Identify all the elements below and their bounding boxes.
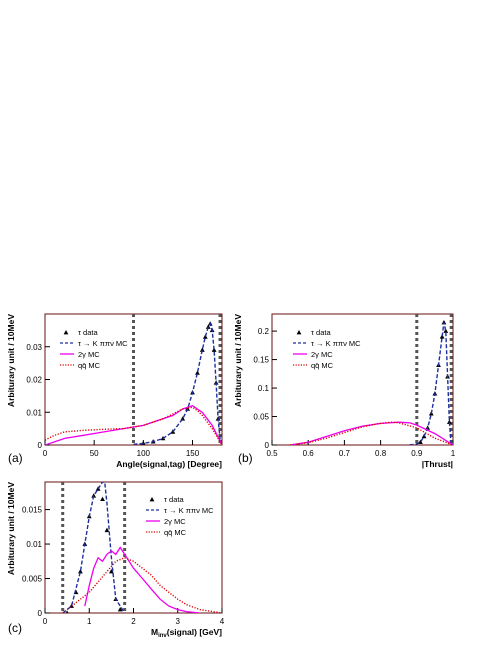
x-tick-label: 1 xyxy=(87,617,92,626)
y-axis-label: Arbiturary unit / 10MeV xyxy=(233,314,243,407)
y-tick-label: 0.1 xyxy=(258,384,270,393)
x-tick-label: 0.8 xyxy=(375,449,387,458)
series-line xyxy=(84,546,200,613)
y-tick-label: 0.05 xyxy=(253,413,269,422)
panel-label: (b) xyxy=(238,451,253,465)
y-tick-label: 0.2 xyxy=(258,327,270,336)
legend-label: τ → K ππν MC xyxy=(311,339,361,348)
y-tick-label: 0.01 xyxy=(26,540,42,549)
data-point xyxy=(117,606,123,612)
legend: τ data τ → K ππν MC 2γ MC qq̄ MC xyxy=(60,328,128,370)
y-tick-label: 0.015 xyxy=(22,506,43,515)
series-line xyxy=(62,482,126,613)
legend-label: τ → K ππν MC xyxy=(78,339,128,348)
data-point xyxy=(91,493,97,498)
legend-marker xyxy=(149,497,155,502)
x-tick-label: 3 xyxy=(176,617,181,626)
legend-label: 2γ MC xyxy=(164,517,186,526)
series-line xyxy=(290,421,453,445)
legend-label: τ data xyxy=(311,328,331,337)
legend-label: qq̄ MC xyxy=(311,361,334,370)
x-tick-label: 0 xyxy=(43,449,48,458)
x-axis-label: Angle(signal,tag) [Degree] xyxy=(116,459,222,469)
legend: τ data τ → K ππν MC 2γ MC qq̄ MC xyxy=(146,495,214,537)
legend-label: 2γ MC xyxy=(78,350,100,359)
data-point xyxy=(100,496,105,502)
x-tick-label: 0.5 xyxy=(266,449,278,458)
x-tick-label: 0.6 xyxy=(303,449,315,458)
data-point xyxy=(202,334,208,339)
legend-marker xyxy=(63,330,69,335)
y-axis-label: Arbiturary unit / 10MeV xyxy=(6,482,16,575)
series-group xyxy=(45,321,222,445)
legend-label: τ data xyxy=(78,328,98,337)
data-point xyxy=(441,319,447,325)
chart-panel-1: 0 50 100 150 0 0.01 0.02 0.03 τ data τ → K ππν MC… xyxy=(6,313,223,469)
data-point xyxy=(195,370,200,375)
y-tick-label: 0 xyxy=(38,441,43,450)
plot-frame xyxy=(271,313,454,446)
chart-panel-3: 0 1 2 3 4 0 0.005 0.01 0.015 τ data τ → K ππν MC 2γ… xyxy=(6,481,225,639)
data-point xyxy=(443,328,449,333)
chart-panel-2: 0.5 0.6 0.7 0.8 0.9 1 0 0.05 0.1 0.15 0.2 τ data τ →… xyxy=(233,313,456,469)
data-point xyxy=(108,569,114,574)
y-tick-label: 0 xyxy=(265,441,270,450)
series-group xyxy=(290,319,453,445)
legend-label: τ → K ππν MC xyxy=(164,506,214,515)
x-tick-label: 2 xyxy=(131,617,136,626)
plot-frame xyxy=(44,481,223,614)
x-tick-label: 0 xyxy=(43,617,48,626)
x-tick-label: 150 xyxy=(186,449,200,458)
x-tick-label: 0.9 xyxy=(411,449,423,458)
data-point xyxy=(78,569,83,574)
y-tick-label: 0.03 xyxy=(26,343,42,352)
legend: τ data τ → K ππν MC 2γ MC qq̄ MC xyxy=(293,328,361,370)
series-group xyxy=(62,482,222,613)
series-line xyxy=(133,322,222,445)
data-point xyxy=(205,324,211,329)
panel-label: (a) xyxy=(8,451,23,465)
x-axis-label: |Thrust| xyxy=(422,459,453,469)
y-tick-label: 0.02 xyxy=(26,376,42,385)
y-axis-label: Arbiturary unit / 10MeV xyxy=(6,314,16,407)
legend-marker xyxy=(296,330,302,335)
data-point xyxy=(65,610,69,613)
x-tick-label: 50 xyxy=(90,449,99,458)
series-line xyxy=(62,557,222,613)
legend-label: qq̄ MC xyxy=(78,361,101,370)
x-tick-label: 4 xyxy=(220,617,225,626)
x-axis-label: Minv(signal) [GeV] xyxy=(151,627,222,639)
panel-label: (c) xyxy=(8,621,22,635)
legend-label: τ data xyxy=(164,495,184,504)
y-tick-label: 0.01 xyxy=(26,408,42,417)
series-line xyxy=(409,322,452,445)
data-point xyxy=(446,419,452,425)
x-tick-label: 100 xyxy=(137,449,151,458)
y-tick-label: 0 xyxy=(38,609,43,618)
legend-label: 2γ MC xyxy=(311,350,333,359)
series-line xyxy=(290,421,453,445)
data-point xyxy=(104,527,110,533)
y-tick-label: 0.15 xyxy=(253,356,269,365)
x-tick-label: 1 xyxy=(451,449,456,458)
y-tick-label: 0.005 xyxy=(22,575,43,584)
legend-label: qq̄ MC xyxy=(164,528,187,537)
data-point xyxy=(199,347,205,352)
x-tick-label: 0.7 xyxy=(339,449,351,458)
